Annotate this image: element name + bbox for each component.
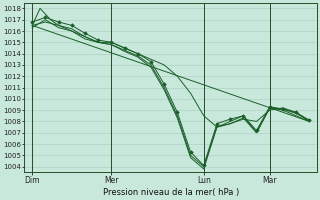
- X-axis label: Pression niveau de la mer( hPa ): Pression niveau de la mer( hPa ): [103, 188, 239, 197]
